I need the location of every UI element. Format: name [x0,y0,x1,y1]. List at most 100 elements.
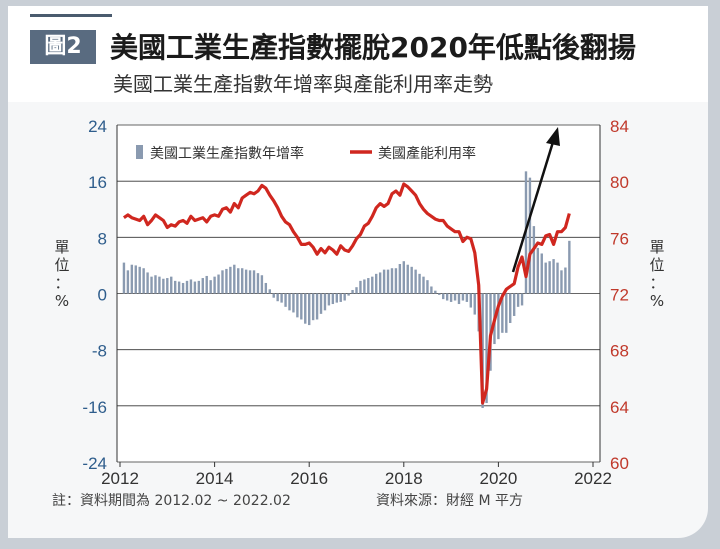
data-period-note: 註：資料期間為 2012.02 ~ 2022.02 [52,493,291,509]
left-tick-label: 8 [98,229,107,248]
bar [544,262,547,294]
legend-bar-label: 美國工業生產指數年增率 [150,145,304,161]
bar [363,279,366,294]
right-tick-label: 76 [610,229,629,248]
left-tick-label: -24 [82,454,107,473]
bar [173,280,177,294]
bar [505,293,508,333]
right-axis-unit-char: 位 [649,256,664,274]
bar [457,293,461,305]
bar [331,293,335,305]
bar [564,267,567,294]
header-rule [30,14,112,17]
bar [442,293,445,300]
bar [233,264,236,294]
bar [382,269,386,294]
legend-line-label: 美國產能利用率 [378,145,476,161]
bar [386,269,390,294]
x-tick-label: 2012 [101,469,139,488]
bar [406,264,409,294]
left-axis-unit-char: % [55,292,69,310]
bar [426,280,429,294]
x-tick-label: 2014 [196,469,234,488]
header [8,6,708,102]
bar [311,293,315,321]
left-tick-label: -8 [92,342,107,361]
bar [304,293,307,324]
bar [465,293,469,302]
right-tick-label: 84 [610,117,629,136]
bar [461,293,465,301]
bar [560,270,563,294]
bar [288,293,291,311]
bar [355,287,358,294]
bar [260,275,264,294]
right-axis-unit-char: % [650,292,664,310]
bar [146,272,149,294]
bar [469,293,473,308]
bar [189,279,193,294]
bar [319,293,323,314]
bar [315,293,319,320]
bar [394,268,398,294]
bar [237,268,240,294]
bar [339,293,342,302]
bar [248,270,252,294]
bar [414,269,417,294]
bar [398,264,402,294]
figure-badge: 圖2 [30,30,96,64]
chart-title: 美國工業生產指數擺脫2020年低點後翻揚 [110,31,636,64]
bar [308,293,311,326]
right-tick-label: 72 [610,286,629,305]
bar [240,268,244,294]
bar [229,266,232,294]
bar [158,276,161,294]
bar [217,274,220,294]
bar [485,293,488,404]
bar [130,264,134,294]
bar [276,293,279,302]
bar [449,293,453,302]
bar [138,266,141,294]
bar [252,270,256,294]
bar [378,272,382,294]
bar [568,240,571,294]
bar [375,273,378,294]
left-tick-label: 24 [88,117,107,136]
bar [268,289,271,294]
bar [532,226,536,294]
bar [122,262,126,294]
bar [347,293,350,296]
x-tick-label: 2020 [479,469,517,488]
left-axis-unit-char: ： [54,274,69,292]
left-tick-label: 0 [98,286,107,305]
bar [481,293,484,408]
chart-subtitle: 美國工業生產指數年增率與產能利用率走勢 [113,72,493,96]
left-tick-label: -16 [82,398,107,417]
x-tick-label: 2022 [574,469,612,488]
bar [150,276,153,294]
bar [520,293,524,306]
bar [142,268,145,294]
bar [201,278,204,294]
bar [185,280,189,294]
right-tick-label: 60 [610,454,629,473]
bar [516,293,520,307]
bar [327,293,331,306]
bar [497,293,500,340]
bar [552,259,555,294]
bar [548,261,551,294]
bar [126,270,130,294]
right-tick-label: 64 [610,398,629,417]
bar [296,293,299,318]
right-axis-unit-char: ： [649,274,664,292]
right-tick-label: 68 [610,342,629,361]
bar [170,276,173,294]
bar [300,293,303,320]
bar [509,293,512,323]
bar [367,278,370,294]
bar [134,265,137,294]
data-source-note: 資料來源：財經 M 平方 [376,493,523,509]
bar [209,280,212,294]
bar [225,268,228,294]
